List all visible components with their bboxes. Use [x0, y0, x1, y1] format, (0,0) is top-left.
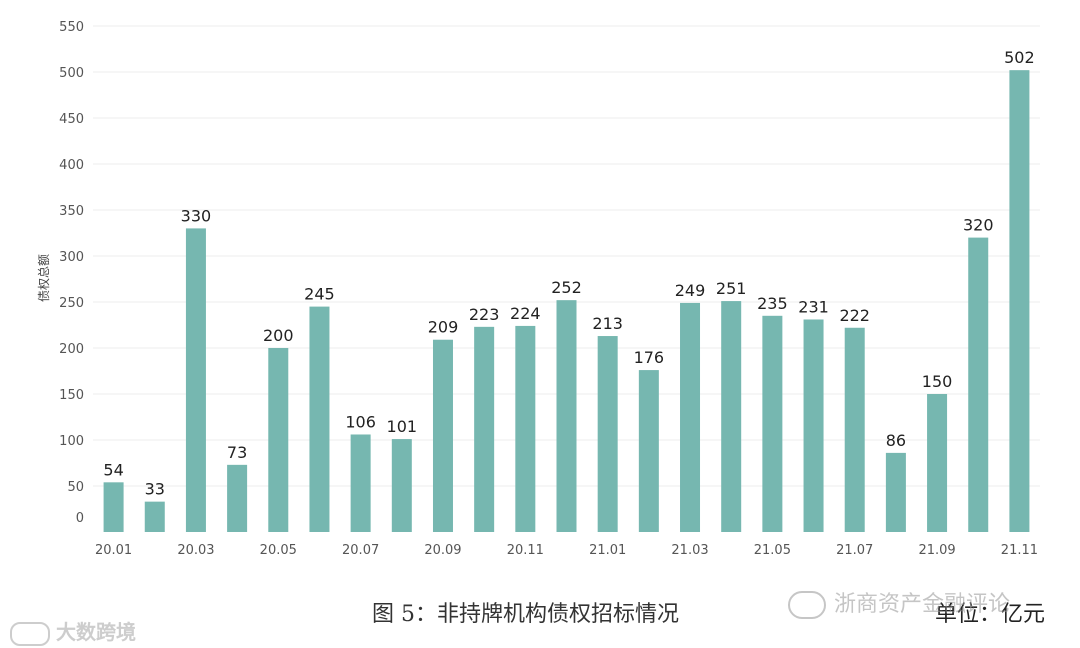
bar-20.08 — [391, 439, 412, 532]
y-tick-label: 400 — [59, 158, 84, 173]
bar-20.06 — [309, 306, 330, 532]
bar-20.05 — [268, 348, 289, 532]
data-label-21.10: 320 — [963, 216, 994, 235]
x-tick-label: 20.07 — [342, 543, 379, 558]
data-label-21.01: 213 — [592, 314, 623, 333]
bar-21.11 — [1009, 70, 1030, 532]
y-tick-label: 350 — [59, 204, 84, 219]
data-label-21.03: 249 — [675, 281, 706, 300]
source-watermark: 大数跨境 — [10, 616, 136, 646]
bar-21.01 — [597, 336, 618, 532]
bars — [103, 70, 1030, 532]
x-tick-label: 20.11 — [507, 543, 544, 558]
bar-21.08 — [885, 452, 906, 532]
data-label-20.12: 252 — [551, 278, 582, 297]
unit-label: 单位：亿元 — [935, 602, 1046, 627]
bar-21.06 — [803, 319, 824, 532]
x-tick-label: 21.07 — [836, 543, 873, 558]
x-tick-label: 21.03 — [671, 543, 708, 558]
data-label-20.10: 223 — [469, 305, 500, 324]
y-axis-ticks: 0 50 100 150 200 250 300 350 400 450 500 550 — [59, 20, 84, 526]
y-tick-label: 150 — [59, 388, 84, 403]
x-tick-label: 20.01 — [95, 543, 132, 558]
bar-20.07 — [350, 434, 371, 532]
data-label-20.05: 200 — [263, 326, 294, 345]
y-tick-label: 550 — [59, 20, 84, 35]
bar-20.12 — [556, 300, 577, 532]
data-label-20.09: 209 — [428, 318, 459, 337]
bar-chart: 0 50 100 150 200 250 300 350 400 450 500 550 54 33 33… — [37, 20, 1040, 558]
bar-21.09 — [927, 394, 948, 532]
bar-20.11 — [515, 325, 536, 532]
bar-20.02 — [144, 501, 165, 532]
bar-21.02 — [638, 370, 659, 532]
data-label-21.11: 502 — [1004, 48, 1035, 67]
y-tick-label: 100 — [59, 434, 84, 449]
x-tick-label: 20.03 — [177, 543, 214, 558]
bar-21.05 — [762, 315, 783, 532]
bar-21.04 — [721, 301, 742, 532]
bar-21.10 — [968, 237, 989, 532]
bar-20.09 — [432, 339, 453, 532]
data-label-21.09: 150 — [922, 372, 953, 391]
data-label-20.02: 33 — [145, 480, 165, 499]
bar-20.01 — [103, 482, 124, 532]
bar-20.04 — [227, 464, 248, 532]
y-tick-label: 50 — [67, 480, 84, 495]
data-label-21.04: 251 — [716, 279, 747, 298]
data-label-21.02: 176 — [634, 348, 665, 367]
source-watermark-text: 大数跨境 — [56, 620, 136, 644]
y-tick-label: 450 — [59, 112, 84, 127]
data-label-20.08: 101 — [387, 417, 418, 436]
y-tick-label: 250 — [59, 296, 84, 311]
wechat-watermark: 浙商资产金融评论 — [788, 586, 1010, 619]
bar-20.10 — [474, 326, 495, 532]
y-tick-label: 0 — [76, 511, 84, 526]
y-axis-label: 债权总额 — [37, 254, 51, 302]
x-tick-label: 20.09 — [424, 543, 461, 558]
wechat-watermark-text: 浙商资产金融评论 — [834, 592, 1011, 617]
x-tick-label: 21.05 — [754, 543, 791, 558]
bar-20.03 — [185, 228, 206, 532]
source-logo-icon — [10, 621, 50, 646]
wechat-icon — [788, 591, 826, 619]
data-label-21.08: 86 — [886, 431, 906, 450]
x-tick-label: 21.01 — [589, 543, 626, 558]
data-label-20.01: 54 — [103, 460, 123, 479]
x-tick-label: 21.09 — [918, 543, 955, 558]
data-label-20.11: 224 — [510, 304, 541, 323]
data-label-20.03: 330 — [181, 206, 212, 225]
y-tick-label: 200 — [59, 342, 84, 357]
x-axis-ticks: 20.01 20.03 20.05 20.07 20.09 20.11 21.01 21.03… — [95, 543, 1038, 558]
data-label-21.05: 235 — [757, 294, 788, 313]
y-tick-label: 500 — [59, 66, 84, 81]
x-tick-label: 20.05 — [260, 543, 297, 558]
data-label-21.07: 222 — [839, 306, 870, 325]
figure-caption: 图 5：非持牌机构债权招标情况 — [372, 602, 679, 627]
x-tick-label: 21.11 — [1001, 543, 1038, 558]
data-label-20.04: 73 — [227, 443, 247, 462]
data-label-20.07: 106 — [345, 412, 376, 431]
y-tick-label: 300 — [59, 250, 84, 265]
bar-21.07 — [844, 327, 865, 532]
bar-21.03 — [680, 302, 701, 532]
data-labels: 54 33 330 73 200 245 106 101 209 223 224 252 213 176 2… — [103, 48, 1034, 498]
data-label-20.06: 245 — [304, 285, 335, 304]
data-label-21.06: 231 — [798, 297, 829, 316]
